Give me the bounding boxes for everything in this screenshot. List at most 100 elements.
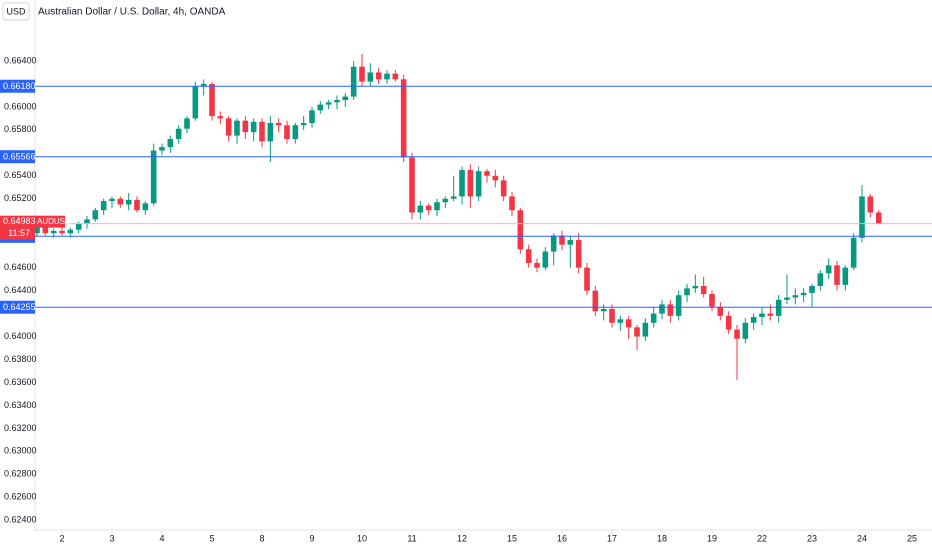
candle-body <box>792 295 799 298</box>
candle-body <box>225 118 232 136</box>
candle-body <box>642 322 649 337</box>
x-tick-label: 11 <box>407 533 416 543</box>
candle-body <box>209 83 215 117</box>
candle-body <box>592 290 599 312</box>
candle-body <box>700 286 707 295</box>
candle-body <box>775 299 782 316</box>
candle-body <box>659 304 665 314</box>
candle-body <box>359 66 365 82</box>
candle-body <box>500 180 507 197</box>
candle-body <box>134 199 140 211</box>
x-tick-label: 3 <box>109 533 114 543</box>
y-tick-label: 0.64400 <box>4 285 37 295</box>
candle-body <box>609 308 615 323</box>
candle-body <box>259 121 265 142</box>
x-tick-label: 12 <box>457 533 467 543</box>
currency[interactable]: USD <box>6 6 26 16</box>
candle-body <box>367 72 374 82</box>
candle-body <box>267 122 274 142</box>
candle-body <box>709 294 715 307</box>
x-tick-label: 16 <box>557 533 567 543</box>
candle-body <box>550 235 557 252</box>
candle-body <box>59 230 65 234</box>
symbol: AUDUSD <box>37 217 71 226</box>
candle-body <box>817 273 824 287</box>
x-tick-label: 8 <box>259 533 264 543</box>
candle-body <box>325 102 332 105</box>
x-tick-label: 2 <box>59 533 64 543</box>
candle-body <box>834 265 840 285</box>
candle-body <box>600 308 607 312</box>
x-tick-label: 10 <box>357 533 367 543</box>
candle-body <box>117 198 124 205</box>
candle-body <box>150 150 157 204</box>
x-tick-label: 4 <box>159 533 164 543</box>
currency-button[interactable] <box>2 2 30 21</box>
candle-body <box>84 219 90 225</box>
candle-body <box>184 118 190 129</box>
candle-body <box>667 304 674 316</box>
candle-body <box>475 171 482 197</box>
candle-body <box>634 327 640 337</box>
candle-body <box>34 227 40 234</box>
candle-body <box>200 83 207 87</box>
level-label: 0.64255 <box>3 302 36 312</box>
level-label-bg <box>0 300 35 314</box>
candle-body <box>192 86 199 119</box>
x-tick-label: 22 <box>757 533 767 543</box>
candle-body <box>692 286 699 289</box>
candle-body <box>417 205 424 213</box>
y-tick-label: 0.65800 <box>4 124 37 134</box>
candle-body <box>809 286 815 293</box>
candle-body <box>625 319 632 328</box>
y-tick-label: 0.63000 <box>4 446 37 456</box>
y-tick-label: 0.63400 <box>4 400 37 410</box>
candle-body <box>650 313 657 323</box>
candle-body <box>759 313 765 318</box>
candle-body <box>409 157 415 213</box>
candle-body <box>250 121 257 133</box>
y-tick-label: 0.63200 <box>4 423 37 433</box>
candle-body <box>75 224 82 230</box>
candle-body <box>484 171 490 176</box>
y-tick-label: 0.64000 <box>4 331 37 341</box>
candle-body <box>159 147 165 151</box>
last-price-bg <box>0 215 35 240</box>
candle-body <box>217 116 224 119</box>
candle-body <box>392 73 399 80</box>
y-tick-label: 0.65400 <box>4 170 37 180</box>
candle-body <box>334 100 340 103</box>
y-tick-label: 0.66400 <box>4 55 37 65</box>
candle-body <box>459 170 465 197</box>
symbol-bg <box>35 215 65 228</box>
candle-body <box>534 263 540 268</box>
candle-body <box>92 210 99 220</box>
candle-body <box>584 267 590 291</box>
candle-body <box>142 203 149 211</box>
candle-body <box>617 319 624 323</box>
x-tick-label: 15 <box>507 533 517 543</box>
x-tick-label: 9 <box>309 533 314 543</box>
candle-body <box>525 249 532 264</box>
candle-body <box>284 125 290 140</box>
x-tick-label: 24 <box>857 533 867 543</box>
x-tick-label: 5 <box>209 533 214 543</box>
candle-body <box>800 292 807 296</box>
y-tick-label: 0.62400 <box>4 515 37 525</box>
level-label-bg <box>0 79 35 93</box>
candle-body <box>559 235 565 245</box>
candle-body <box>842 267 849 285</box>
candle-body <box>67 229 74 234</box>
candle-body <box>434 202 440 211</box>
candle-body <box>725 315 732 330</box>
candle-body <box>242 120 249 133</box>
chart-title: Australian Dollar / U.S. Dollar, 4h, OAN… <box>38 7 226 18</box>
x-tick-label: 25 <box>907 533 917 543</box>
y-tick-label: 0.63600 <box>4 377 37 387</box>
x-tick-label: 17 <box>607 533 617 543</box>
candle-body <box>517 210 524 250</box>
last-price: 0.64983 <box>3 216 36 226</box>
candle-body <box>450 196 457 199</box>
candle-body <box>309 110 315 123</box>
